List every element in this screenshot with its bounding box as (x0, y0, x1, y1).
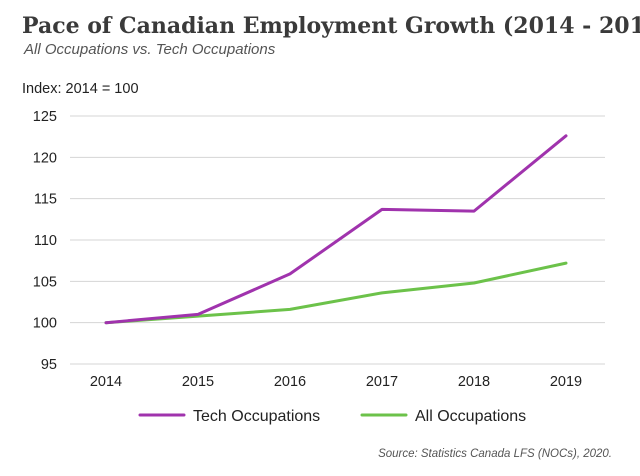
legend-label-0: Tech Occupations (193, 408, 320, 425)
y-tick-label: 120 (33, 150, 57, 166)
x-tick-label: 2015 (182, 374, 214, 390)
gridlines (70, 115, 605, 365)
y-axis-ticks: 95 100 105 110 115 120 125 (33, 109, 57, 373)
source-note: Source: Statistics Canada LFS (NOCs), 20… (378, 448, 612, 460)
series-line-0 (104, 134, 568, 325)
series-line-1 (104, 261, 568, 325)
chart-title: Pace of Canadian Employment Growth (2014… (22, 13, 640, 39)
y-tick-label: 105 (33, 274, 57, 290)
legend-label-1: All Occupations (415, 408, 526, 425)
y-tick-label: 115 (34, 192, 57, 208)
series-lines (104, 134, 568, 325)
x-tick-label: 2016 (274, 374, 306, 390)
y-tick-label: 100 (33, 316, 57, 332)
legend: Tech Occupations All Occupations (138, 408, 526, 425)
x-tick-label: 2018 (458, 374, 490, 390)
y-tick-label: 110 (34, 233, 57, 249)
y-tick-label: 125 (33, 109, 57, 125)
y-axis-label: Index: 2014 = 100 (22, 81, 139, 97)
x-tick-label: 2019 (550, 374, 582, 390)
x-tick-label: 2014 (90, 374, 122, 390)
x-tick-label: 2017 (366, 374, 398, 390)
y-tick-label: 95 (41, 357, 57, 373)
x-axis-ticks: 2014 2015 2016 2017 2018 2019 (90, 374, 582, 390)
chart-subtitle: All Occupations vs. Tech Occupations (23, 41, 276, 58)
